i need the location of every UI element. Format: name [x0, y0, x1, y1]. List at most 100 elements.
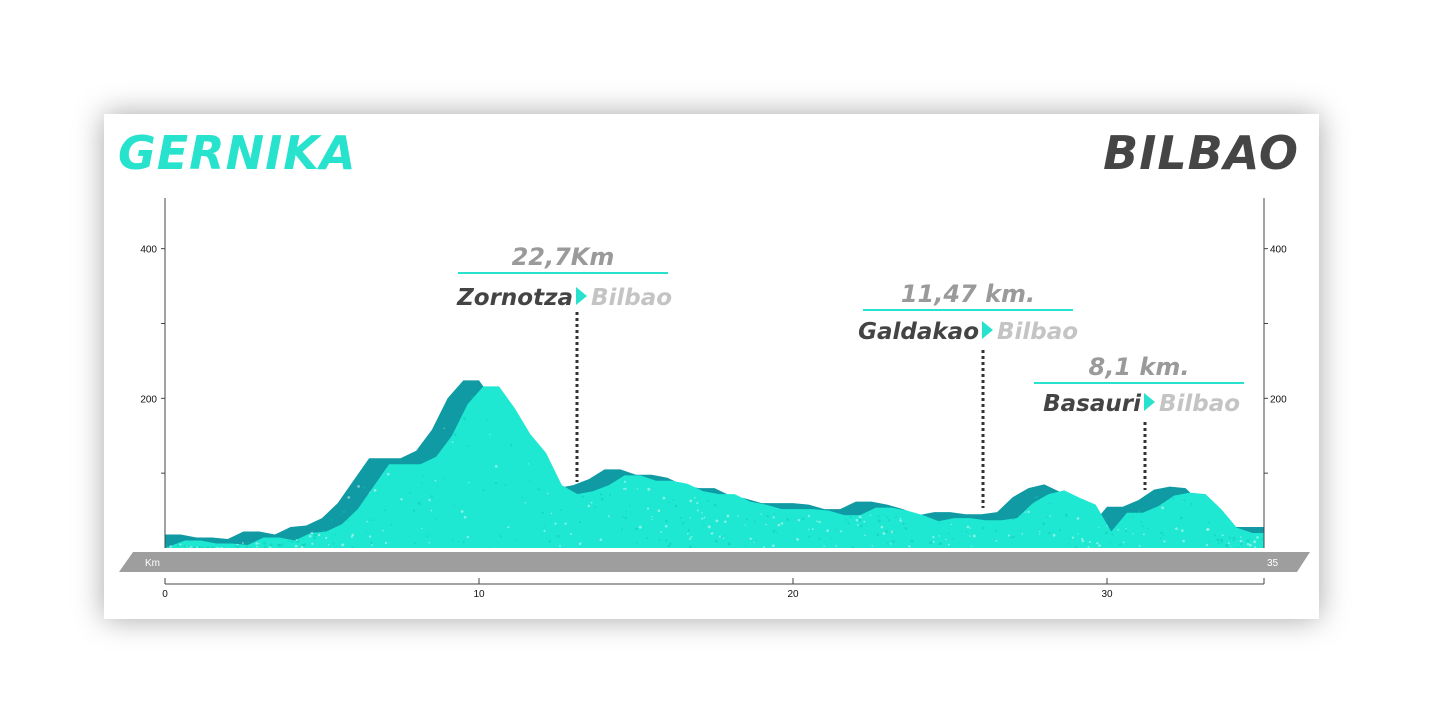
texture-dot [599, 538, 603, 541]
texture-dot [295, 539, 298, 541]
texture-dot [236, 543, 239, 546]
texture-dot [220, 547, 222, 548]
texture-dot [1143, 533, 1145, 536]
texture-dot [994, 529, 997, 533]
texture-dot [310, 531, 314, 535]
texture-dot [1117, 528, 1120, 531]
texture-dot [830, 537, 833, 539]
texture-dot [430, 509, 433, 512]
texture-dot [486, 418, 488, 421]
texture-dot [1033, 503, 1035, 505]
texture-dot [314, 534, 318, 537]
texture-dot [662, 496, 666, 500]
texture-dot [765, 523, 767, 526]
texture-dot [463, 417, 466, 421]
annotation-to: Bilbao [591, 285, 672, 311]
texture-dot [1049, 515, 1052, 517]
texture-dot [1228, 545, 1230, 548]
texture-dot [1007, 534, 1010, 537]
texture-dot [687, 532, 689, 535]
texture-dot [245, 545, 248, 548]
texture-dot [681, 522, 685, 525]
texture-dot [515, 538, 518, 541]
texture-dot [507, 526, 510, 529]
texture-dot [347, 496, 351, 499]
texture-dot [373, 489, 377, 492]
texture-dot [811, 528, 814, 530]
texture-dot [1253, 540, 1257, 544]
texture-dot [749, 537, 752, 540]
texture-dot [1228, 536, 1231, 540]
texture-dot [647, 507, 650, 510]
texture-dot [369, 491, 371, 494]
texture-dot [744, 524, 747, 526]
texture-dot [931, 542, 933, 544]
texture-dot [1081, 540, 1085, 543]
texture-dot [1216, 538, 1220, 541]
texture-dot [701, 517, 704, 520]
texture-dot [727, 542, 731, 546]
texture-dot [349, 496, 352, 498]
texture-dot [1246, 539, 1250, 543]
texture-dot [1213, 534, 1216, 537]
texture-dot [1232, 539, 1235, 541]
texture-dot [570, 533, 573, 535]
texture-dot [313, 534, 316, 537]
texture-dot [236, 545, 240, 548]
texture-dot [636, 488, 639, 490]
texture-dot [1138, 545, 1141, 547]
texture-dot [1076, 517, 1080, 520]
texture-dot [594, 506, 597, 508]
texture-dot [296, 540, 300, 543]
texture-dot [288, 540, 290, 542]
texture-dot [835, 545, 838, 547]
texture-dot [521, 496, 523, 499]
texture-dot [1261, 538, 1264, 541]
texture-dot [726, 514, 730, 518]
texture-dot [1122, 541, 1125, 544]
texture-dot [651, 518, 653, 521]
texture-dot [1217, 542, 1220, 545]
texture-dot [1229, 545, 1231, 547]
texture-dot [1035, 495, 1039, 499]
texture-dot [169, 545, 172, 548]
texture-dot [1077, 533, 1079, 535]
texture-dot [952, 538, 954, 540]
texture-dot [1163, 534, 1165, 537]
texture-dot [590, 501, 593, 504]
texture-dot [303, 543, 307, 547]
texture-dot [241, 542, 244, 544]
texture-dot [891, 530, 894, 534]
texture-dot [938, 542, 942, 546]
texture-dot [471, 396, 474, 400]
texture-dot [255, 542, 258, 545]
texture-dot [1218, 540, 1221, 542]
end-city-title: BILBAO [1103, 126, 1299, 180]
texture-dot [710, 530, 713, 533]
texture-dot [947, 532, 950, 535]
texture-dot [210, 546, 214, 548]
texture-dot [1240, 543, 1242, 546]
texture-dot [183, 544, 186, 547]
texture-dot [1064, 513, 1068, 517]
texture-dot [877, 519, 881, 523]
texture-dot [1147, 528, 1149, 530]
texture-dot [453, 433, 457, 437]
texture-dot [876, 533, 880, 537]
texture-dot [1109, 541, 1111, 543]
texture-dot [622, 516, 624, 518]
texture-dot [463, 516, 467, 519]
texture-dot [1039, 533, 1041, 535]
texture-dot [1024, 511, 1026, 513]
texture-dot [760, 513, 762, 515]
texture-dot [601, 497, 604, 501]
distance-band [119, 552, 1310, 572]
texture-dot [384, 509, 386, 512]
texture-dot [945, 538, 947, 541]
texture-dot [1012, 535, 1015, 539]
texture-dot [467, 445, 470, 447]
texture-dot [689, 499, 693, 503]
annotation-distance: 11,47 km. [901, 280, 1035, 308]
texture-dot [1141, 507, 1144, 510]
texture-dot [179, 543, 182, 546]
